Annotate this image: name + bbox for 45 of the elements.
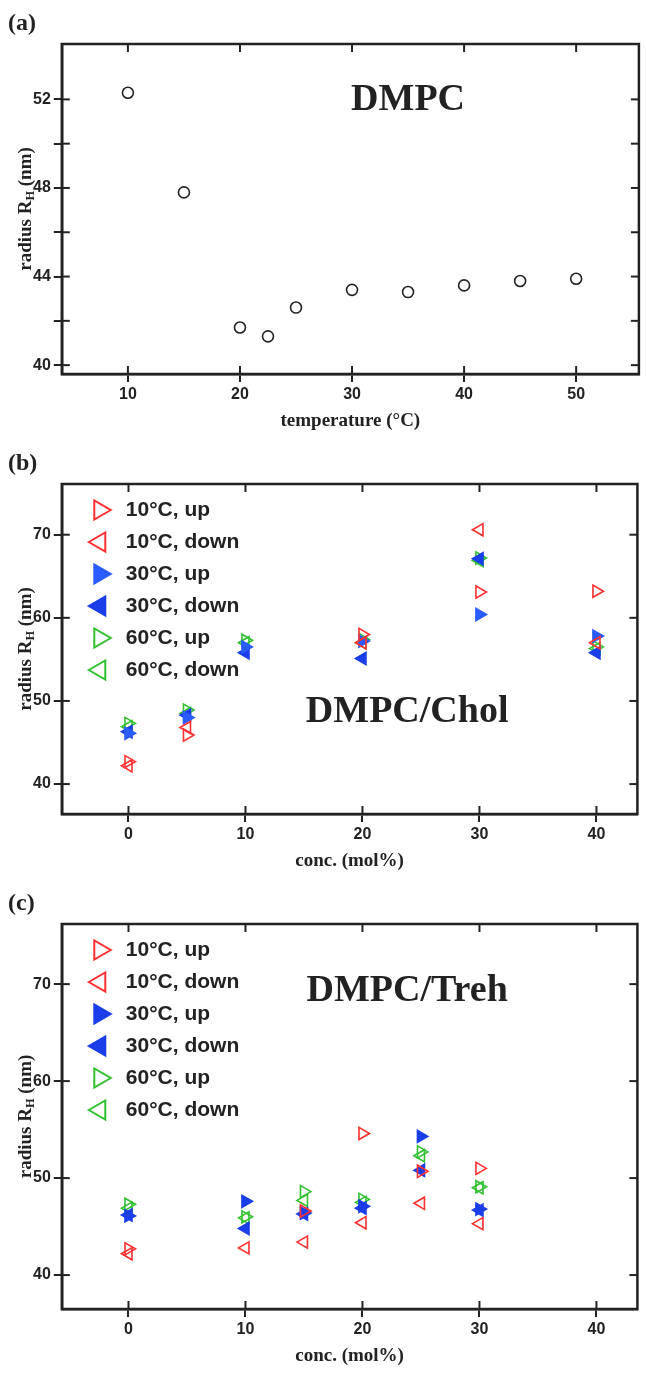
annotation: DMPC/Treh xyxy=(306,967,508,1009)
y-tick-label: 40 xyxy=(33,355,51,373)
x-tick-label: 40 xyxy=(455,385,474,403)
legend-label: 60°C, up xyxy=(125,1064,211,1088)
x-tick-label: 50 xyxy=(567,385,586,403)
x-tick-label: 20 xyxy=(353,1320,372,1338)
x-tick-label: 0 xyxy=(124,1320,134,1338)
annotation: DMPC xyxy=(351,76,466,118)
x-tick-label: 10 xyxy=(236,825,255,843)
legend-label: 30°C, up xyxy=(125,1000,211,1024)
legend-label: 10°C, down xyxy=(125,968,240,992)
text: (b) xyxy=(8,449,38,475)
x-tick-label: 0 xyxy=(124,825,134,843)
x-tick-label: 40 xyxy=(587,825,606,843)
y-tick-label: 60 xyxy=(33,608,51,626)
x-tick-label: 10 xyxy=(236,1320,255,1338)
x-tick-label: 10 xyxy=(119,385,137,403)
text: (c) xyxy=(8,889,35,915)
annotation: DMPC/Chol xyxy=(305,687,509,730)
x-tick-label: 20 xyxy=(353,825,372,843)
x-tick-label: 30 xyxy=(470,1320,489,1338)
x-tick-label: 30 xyxy=(343,385,362,403)
x-axis-title: conc. (mol%) xyxy=(295,848,404,871)
x-tick-label: 20 xyxy=(231,385,249,403)
legend-label: 60°C, up xyxy=(125,624,211,648)
legend-label: 10°C, up xyxy=(125,936,211,960)
legend-label: 60°C, down xyxy=(125,1096,240,1120)
x-axis-title: conc. (mol%) xyxy=(295,1343,404,1366)
y-tick-label: 70 xyxy=(33,525,51,543)
legend-label: 30°C, up xyxy=(125,560,211,584)
legend-label: 30°C, down xyxy=(125,592,240,616)
x-axis-title: temperature (°C) xyxy=(280,408,421,431)
legend-label: 10°C, down xyxy=(125,528,240,552)
y-tick-label: 40 xyxy=(33,1265,51,1283)
legend-label: 30°C, down xyxy=(125,1032,240,1056)
legend-label: 60°C, down xyxy=(125,656,240,680)
x-tick-label: 30 xyxy=(470,825,489,843)
y-tick-label: 52 xyxy=(33,89,51,107)
y-tick-label: 44 xyxy=(33,266,51,284)
y-tick-label: 70 xyxy=(33,974,51,992)
text: (a) xyxy=(8,9,36,35)
x-tick-label: 40 xyxy=(587,1320,606,1338)
y-tick-label: 40 xyxy=(33,774,51,792)
legend-label: 10°C, up xyxy=(125,496,211,520)
y-tick-label: 60 xyxy=(33,1071,51,1089)
